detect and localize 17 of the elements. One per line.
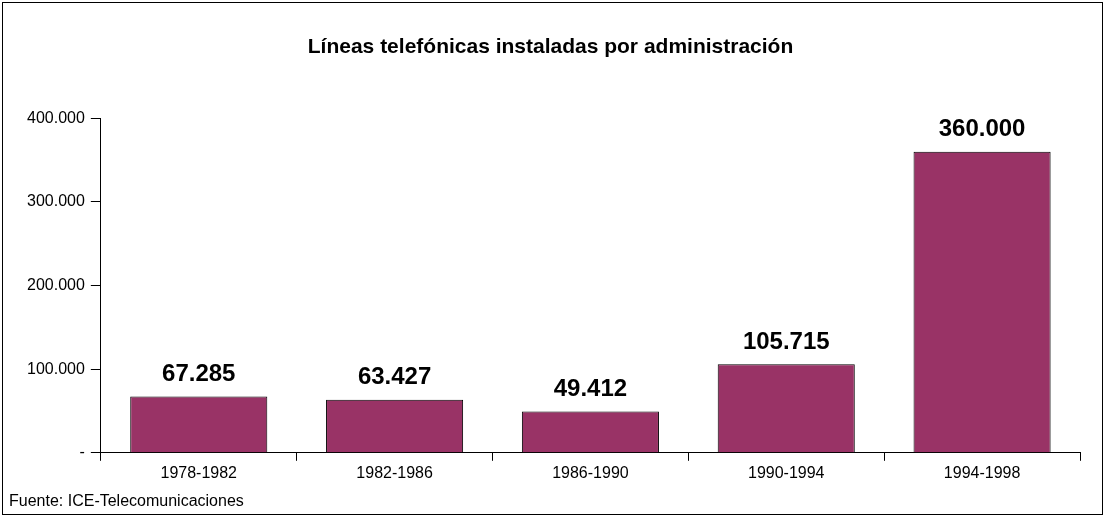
x-tick-label: 1990-1994 bbox=[747, 463, 825, 481]
data-label: 63.427 bbox=[357, 362, 432, 390]
y-tick-label: 300.000 bbox=[26, 192, 85, 210]
data-label: 67.285 bbox=[162, 359, 236, 387]
data-label: 360.000 bbox=[938, 114, 1026, 142]
x-tick-label: 1994-1998 bbox=[943, 463, 1021, 481]
y-tick-label: - bbox=[79, 443, 85, 461]
data-label: 105.715 bbox=[742, 326, 830, 354]
y-tick-label: 100.000 bbox=[26, 359, 85, 377]
chart-title: Líneas telefónicas instaladas por administración bbox=[307, 34, 794, 58]
data-label: 49.412 bbox=[553, 374, 628, 402]
x-tick-label: 1978-1982 bbox=[160, 463, 238, 481]
source-note: Fuente: ICE-Telecomunicaciones bbox=[9, 492, 244, 510]
x-tick-label: 1982-1986 bbox=[356, 463, 433, 481]
y-tick-label: 200.000 bbox=[26, 275, 85, 293]
x-tick-label: 1986-1990 bbox=[552, 463, 629, 481]
y-tick-label: 400.000 bbox=[26, 108, 85, 126]
